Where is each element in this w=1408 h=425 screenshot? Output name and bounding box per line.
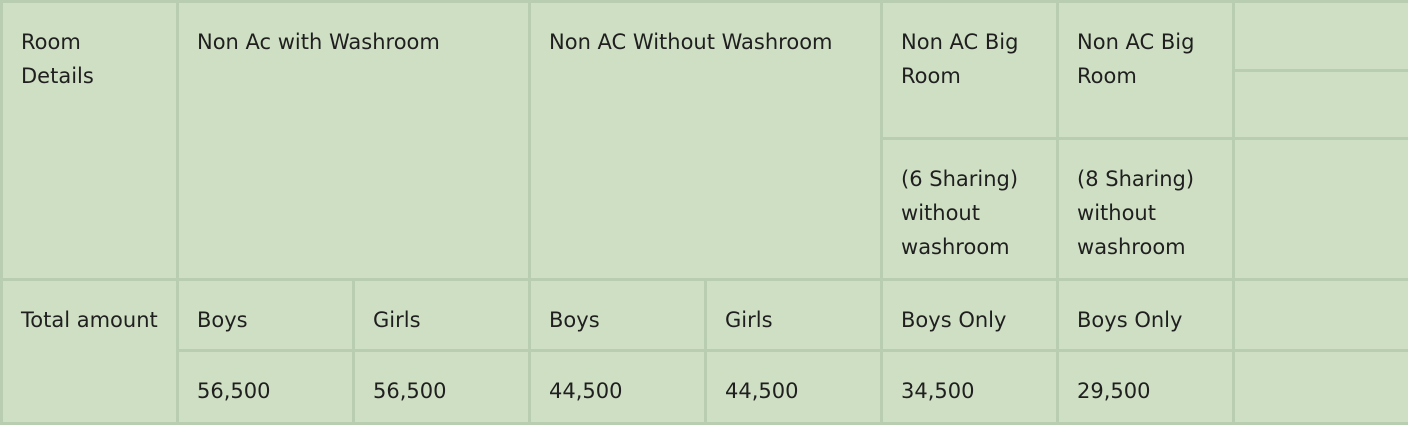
group-cell: Boys Only <box>1058 280 1234 351</box>
non-ac-big-room-6-header: Non AC Big Room <box>882 2 1058 139</box>
sharing-6-cell: (6 Sharing) without washroom <box>882 139 1058 280</box>
empty-cell <box>1234 71 1408 139</box>
empty-cell <box>1234 2 1408 71</box>
header-row: Room Details Non Ac with Washroom Non AC… <box>2 2 1408 71</box>
non-ac-without-washroom-header: Non AC Without Washroom <box>530 2 882 280</box>
non-ac-big-room-8-header: Non AC Big Room <box>1058 2 1234 139</box>
amount-cell: 34,500 <box>882 351 1058 424</box>
amount-cell: 56,500 <box>354 351 530 424</box>
group-cell: Girls <box>354 280 530 351</box>
group-row: Total amount Boys Girls Boys Girls Boys … <box>2 280 1408 351</box>
empty-cell <box>1234 280 1408 351</box>
empty-cell <box>1234 139 1408 280</box>
non-ac-with-washroom-header: Non Ac with Washroom <box>178 2 530 280</box>
amount-cell: 29,500 <box>1058 351 1234 424</box>
amount-row: 56,500 56,500 44,500 44,500 34,500 29,50… <box>2 351 1408 424</box>
total-amount-label: Total amount <box>2 280 178 424</box>
empty-cell <box>1234 351 1408 424</box>
amount-cell: 56,500 <box>178 351 354 424</box>
amount-cell: 44,500 <box>706 351 882 424</box>
group-cell: Girls <box>706 280 882 351</box>
group-cell: Boys <box>178 280 354 351</box>
room-details-header: Room Details <box>2 2 178 280</box>
amount-cell: 44,500 <box>530 351 706 424</box>
sharing-8-cell: (8 Sharing) without washroom <box>1058 139 1234 280</box>
group-cell: Boys Only <box>882 280 1058 351</box>
group-cell: Boys <box>530 280 706 351</box>
